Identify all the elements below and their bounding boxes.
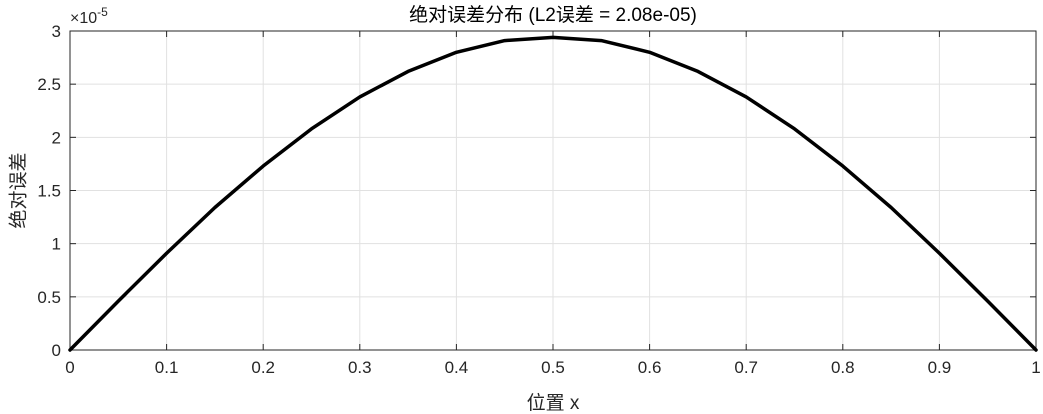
y-exponent-base: ×10 xyxy=(70,10,97,27)
y-axis-exponent: ×10-5 xyxy=(70,5,108,27)
x-axis-label: 位置 x xyxy=(527,392,580,414)
x-tick-label: 0.8 xyxy=(831,358,855,377)
x-tick-label: 0.1 xyxy=(155,358,179,377)
y-tick-label: 1 xyxy=(52,235,61,254)
x-tick-label: 0.5 xyxy=(541,358,565,377)
grid-lines xyxy=(69,30,1037,351)
y-tick-label: 2.5 xyxy=(37,75,61,94)
x-tick-label: 1 xyxy=(1031,358,1040,377)
y-tick-label: 0.5 xyxy=(37,288,61,307)
series-layer xyxy=(68,35,1038,352)
x-tick-label: 0 xyxy=(65,358,74,377)
x-tick-label: 0.3 xyxy=(348,358,372,377)
y-axis-label: 绝对误差 xyxy=(8,152,30,228)
y-tick-label: 2 xyxy=(52,128,61,147)
x-tick-label: 0.6 xyxy=(638,358,662,377)
y-tick-label: 0 xyxy=(52,341,61,360)
y-exponent-power: -5 xyxy=(97,5,108,19)
y-tick-label: 3 xyxy=(52,22,61,41)
y-tick-labels: 0 0.5 1 1.5 2 2.5 3 xyxy=(37,22,61,360)
x-tick-label: 0.2 xyxy=(251,358,275,377)
y-tick-label: 1.5 xyxy=(37,182,61,201)
x-tick-label: 0.9 xyxy=(928,358,952,377)
x-tick-labels: 0 0.1 0.2 0.3 0.4 0.5 0.6 0.7 0.8 0.9 1 xyxy=(65,358,1040,377)
x-tick-label: 0.7 xyxy=(734,358,758,377)
chart-title: 绝对误差分布 (L2误差 = 2.08e-05) xyxy=(409,4,697,26)
x-tick-label: 0.4 xyxy=(445,358,469,377)
series-line xyxy=(68,35,1038,352)
axis-ticks xyxy=(69,30,1037,351)
